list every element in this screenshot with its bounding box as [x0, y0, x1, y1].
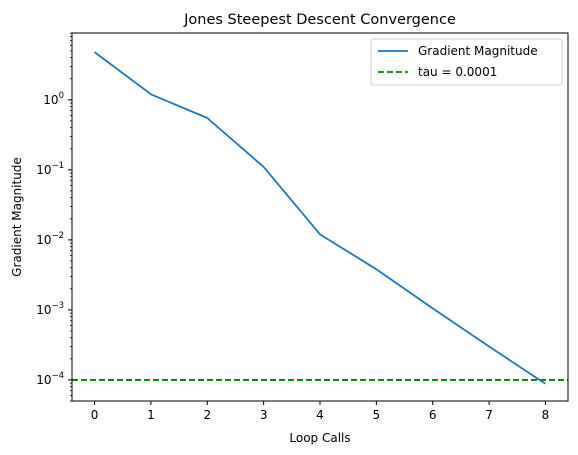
x-tick-label: 1: [147, 408, 155, 422]
y-tick-label: 10−3: [36, 301, 64, 317]
x-tick-label: 0: [91, 408, 99, 422]
legend: Gradient Magnitude tau = 0.0001: [370, 38, 563, 86]
x-tick-label: 4: [316, 408, 324, 422]
y-tick-label: 10−2: [36, 231, 64, 247]
y-tick-label: 100: [43, 91, 64, 107]
x-tick-label: 3: [260, 408, 268, 422]
y-axis: 10−4 10−3 10−2 10−1 100: [36, 32, 72, 402]
x-axis: 0 1 2 3 4 5 6 7 8: [91, 401, 550, 422]
y-tick-label: 10−4: [36, 371, 64, 387]
legend-label-gradient-magnitude: Gradient Magnitude: [418, 44, 538, 58]
x-tick-label: 6: [429, 408, 437, 422]
x-tick-label: 7: [485, 408, 493, 422]
y-axis-label: Gradient Magnitude: [10, 157, 24, 277]
plot-frame: [71, 32, 569, 402]
x-tick-label: 5: [373, 408, 381, 422]
x-tick-label: 2: [203, 408, 211, 422]
x-axis-label: Loop Calls: [289, 431, 350, 445]
y-tick-label: 10−1: [36, 161, 64, 177]
chart-title: Jones Steepest Descent Convergence: [183, 12, 456, 28]
plot-area: [72, 51, 568, 385]
legend-label-tau: tau = 0.0001: [418, 65, 497, 79]
legend-frame: [370, 38, 563, 86]
series-line-gradient-magnitude: [94, 51, 546, 385]
x-tick-label: 8: [542, 408, 550, 422]
